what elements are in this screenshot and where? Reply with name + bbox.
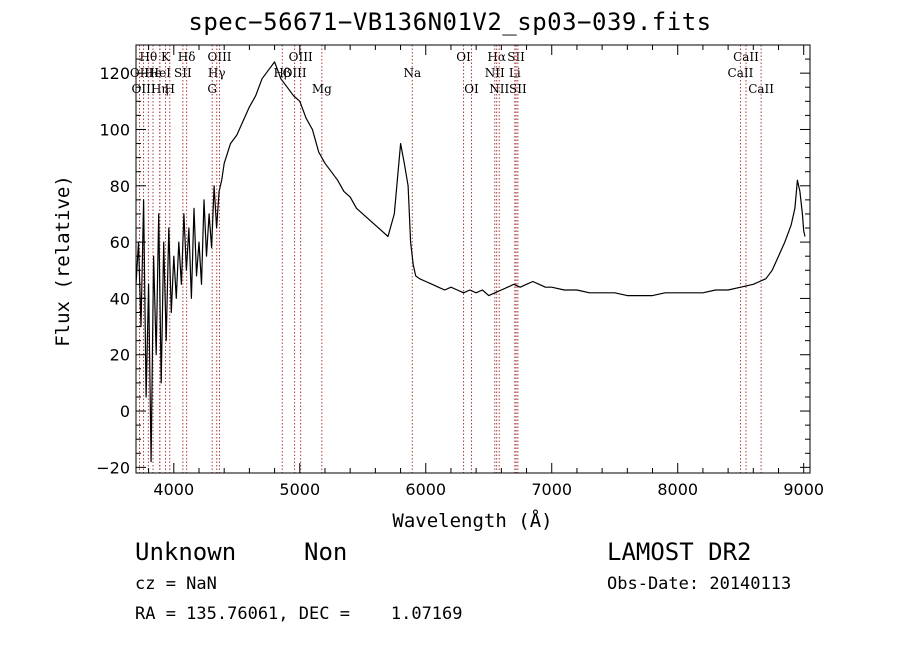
survey-name: LAMOST DR2: [607, 538, 752, 566]
y-axis-label: Flux (relative): [52, 175, 74, 347]
x-axis-label: Wavelength (Å): [392, 510, 553, 532]
x-tick-label: 9000: [783, 480, 824, 499]
line-marker-label: Li: [509, 66, 521, 80]
line-marker-label: G: [207, 82, 217, 96]
y-tick-label: 60: [110, 233, 130, 252]
line-marker-label: OIII: [132, 82, 156, 96]
y-tick-label: −20: [96, 458, 130, 477]
redshift-value: cz = NaN: [135, 574, 217, 594]
x-tick-label: 6000: [405, 480, 446, 499]
line-marker-label: CaII: [728, 66, 754, 80]
line-marker-label: Hδ: [178, 50, 196, 64]
line-marker-label: NII: [489, 82, 509, 96]
line-marker-label: OI: [456, 50, 471, 64]
line-marker-label: Hβ: [274, 66, 291, 80]
y-tick-label: 40: [110, 289, 130, 308]
line-marker-label: Hγ: [208, 66, 226, 80]
line-marker-label: SII: [507, 50, 525, 64]
x-tick-label: 8000: [657, 480, 698, 499]
y-tick-label: 120: [99, 64, 130, 83]
plot-frame: [135, 44, 811, 474]
line-marker-label: OIII: [283, 66, 307, 80]
chart-title: spec−56671−VB136N01V2_sp03−039.fits: [188, 8, 712, 36]
y-tick-label: 20: [110, 346, 130, 365]
line-marker-label: OIII: [289, 50, 313, 64]
line-marker-label: OIII: [207, 50, 231, 64]
line-marker-label: K: [161, 50, 171, 64]
line-marker-label: Hθ: [139, 50, 157, 64]
line-marker-label: CaII: [748, 82, 774, 96]
object-class: Unknown: [135, 538, 237, 566]
line-marker-label: CaII: [733, 50, 759, 64]
spectrum-line: [135, 61, 806, 463]
line-marker-label: Hα: [487, 50, 506, 64]
line-marker-label: SII: [509, 82, 527, 96]
line-marker-label: Na: [403, 66, 421, 80]
y-tick-label: 0: [120, 402, 130, 421]
line-marker-label: NII: [485, 66, 505, 80]
coordinates: RA = 135.76061, DEC = 1.07169: [135, 604, 463, 624]
line-marker-label: HeI: [149, 66, 172, 80]
line-marker-label: Hη: [151, 82, 169, 96]
x-tick-label: 5000: [279, 480, 320, 499]
x-tick-label: 7000: [531, 480, 572, 499]
y-tick-label: 80: [110, 177, 130, 196]
object-subclass: Non: [304, 538, 348, 566]
line-marker-label: Mg: [312, 82, 332, 96]
line-marker-label: H: [165, 82, 175, 96]
observation-date: Obs-Date: 20140113: [607, 574, 792, 594]
x-tick-label: 4000: [153, 480, 194, 499]
line-marker-label: SII: [174, 66, 192, 80]
line-marker-label: He: [144, 66, 162, 80]
line-marker-label: OI: [464, 82, 479, 96]
y-tick-label: 100: [99, 120, 130, 139]
